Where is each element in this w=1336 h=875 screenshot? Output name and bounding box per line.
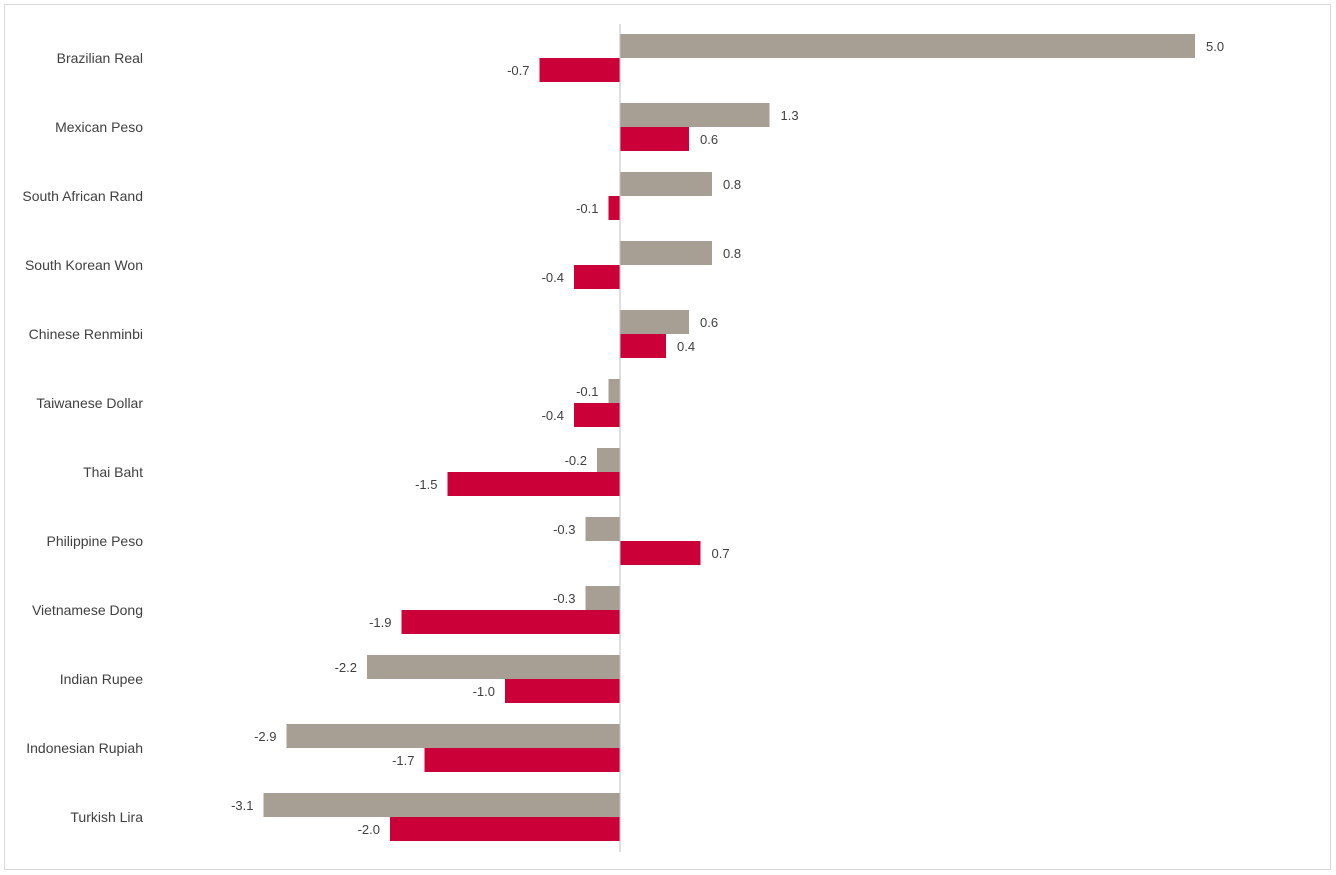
value-label-indian-rupee-series-1: -2.2 <box>335 660 357 675</box>
value-label-brazilian-real-series-2: -0.7 <box>507 63 529 78</box>
bars-layer <box>263 34 1195 841</box>
category-label-indian-rupee: Indian Rupee <box>60 671 144 687</box>
bar-vietnamese-dong-series-1 <box>585 586 620 610</box>
category-label-mexican-peso: Mexican Peso <box>55 119 143 135</box>
value-label-mexican-peso-series-1: 1.3 <box>781 108 799 123</box>
bar-indian-rupee-series-1 <box>367 655 620 679</box>
value-label-south-korean-won-series-1: 0.8 <box>723 246 741 261</box>
bar-taiwanese-dollar-series-1 <box>608 379 620 403</box>
category-label-taiwanese-dollar: Taiwanese Dollar <box>36 395 143 411</box>
value-label-taiwanese-dollar-series-1: -0.1 <box>576 384 598 399</box>
value-label-philippine-peso-series-1: -0.3 <box>553 522 575 537</box>
bar-thai-baht-series-1 <box>597 448 620 472</box>
bar-south-korean-won-series-1 <box>620 241 712 265</box>
value-label-turkish-lira-series-1: -3.1 <box>231 798 253 813</box>
value-label-vietnamese-dong-series-1: -0.3 <box>553 591 575 606</box>
category-label-brazilian-real: Brazilian Real <box>57 50 143 66</box>
category-label-turkish-lira: Turkish Lira <box>70 809 143 825</box>
value-label-turkish-lira-series-2: -2.0 <box>358 822 380 837</box>
category-label-south-african-rand: South African Rand <box>22 188 143 204</box>
value-label-south-korean-won-series-2: -0.4 <box>542 270 564 285</box>
category-label-chinese-renminbi: Chinese Renminbi <box>29 326 143 342</box>
bar-turkish-lira-series-2 <box>390 817 620 841</box>
value-label-chinese-renminbi-series-1: 0.6 <box>700 315 718 330</box>
bar-turkish-lira-series-1 <box>263 793 620 817</box>
bar-south-african-rand-series-1 <box>620 172 712 196</box>
bar-vietnamese-dong-series-2 <box>401 610 620 634</box>
bar-mexican-peso-series-2 <box>620 127 689 151</box>
value-label-south-african-rand-series-2: -0.1 <box>576 201 598 216</box>
bar-south-korean-won-series-2 <box>574 265 620 289</box>
value-label-thai-baht-series-2: -1.5 <box>415 477 437 492</box>
category-label-south-korean-won: South Korean Won <box>25 257 143 273</box>
bar-indonesian-rupiah-series-1 <box>286 724 620 748</box>
bar-indian-rupee-series-2 <box>505 679 620 703</box>
value-label-south-african-rand-series-1: 0.8 <box>723 177 741 192</box>
value-label-taiwanese-dollar-series-2: -0.4 <box>542 408 564 423</box>
value-labels: 5.0 -0.7 1.3 0.6 0.8 -0.1 0.8 -0.4 0.6 0.4 -0.1 -0.… <box>231 39 1224 837</box>
value-label-mexican-peso-series-2: 0.6 <box>700 132 718 147</box>
bar-philippine-peso-series-2 <box>620 541 701 565</box>
value-label-thai-baht-series-1: -0.2 <box>565 453 587 468</box>
value-label-vietnamese-dong-series-2: -1.9 <box>369 615 391 630</box>
value-label-indian-rupee-series-2: -1.0 <box>473 684 495 699</box>
bar-taiwanese-dollar-series-2 <box>574 403 620 427</box>
value-label-indonesian-rupiah-series-1: -2.9 <box>254 729 276 744</box>
value-label-chinese-renminbi-series-2: 0.4 <box>677 339 695 354</box>
bar-brazilian-real-series-2 <box>539 58 620 82</box>
category-label-indonesian-rupiah: Indonesian Rupiah <box>26 740 143 756</box>
bar-brazilian-real-series-1 <box>620 34 1195 58</box>
category-labels: Brazilian Real Mexican Peso South African … <box>22 50 143 825</box>
bar-indonesian-rupiah-series-2 <box>424 748 620 772</box>
bar-chinese-renminbi-series-1 <box>620 310 689 334</box>
category-label-vietnamese-dong: Vietnamese Dong <box>32 602 143 618</box>
value-label-indonesian-rupiah-series-2: -1.7 <box>392 753 414 768</box>
category-label-thai-baht: Thai Baht <box>83 464 143 480</box>
value-label-brazilian-real-series-1: 5.0 <box>1206 39 1224 54</box>
bar-thai-baht-series-2 <box>447 472 620 496</box>
bar-chinese-renminbi-series-2 <box>620 334 666 358</box>
bar-south-african-rand-series-2 <box>608 196 620 220</box>
value-label-philippine-peso-series-2: 0.7 <box>712 546 730 561</box>
bar-philippine-peso-series-1 <box>585 517 620 541</box>
category-label-philippine-peso: Philippine Peso <box>46 533 143 549</box>
bar-mexican-peso-series-1 <box>620 103 770 127</box>
